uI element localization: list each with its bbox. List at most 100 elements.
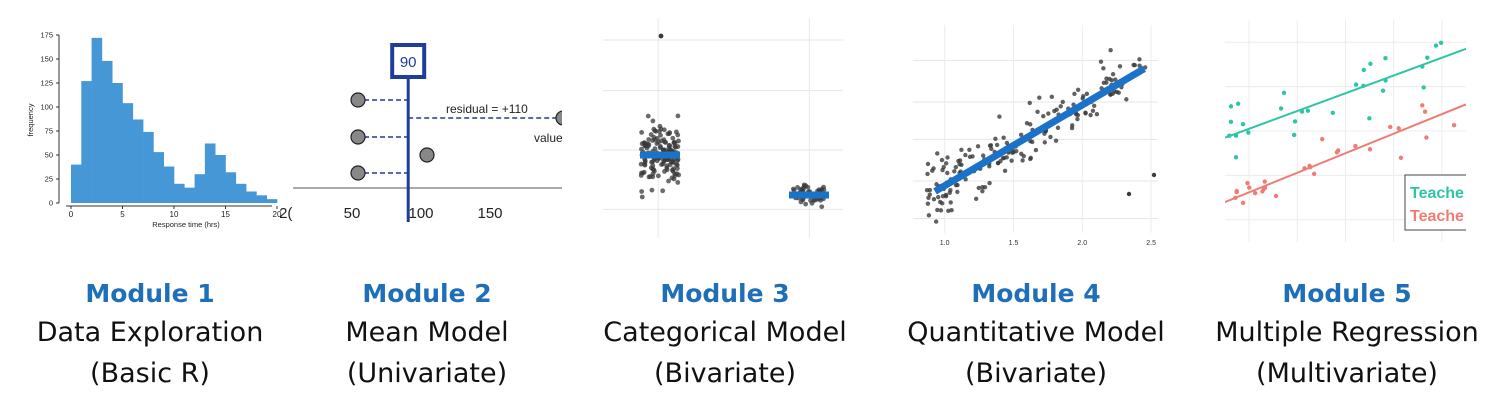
data-point (809, 200, 815, 206)
data-point (642, 162, 648, 168)
module-subtitle: (Univariate) (346, 358, 508, 389)
x-tick-label: 0 (69, 210, 74, 219)
data-point (674, 162, 680, 168)
histogram-bar (235, 183, 247, 203)
data-point (1000, 156, 1006, 161)
x-tick-label: 15 (221, 210, 230, 219)
module-label: Module 5 (1282, 279, 1412, 308)
x-tick-label: 2( (280, 205, 292, 222)
data-point (1018, 132, 1024, 137)
y-tick-label: 175 (40, 31, 53, 40)
data-point (652, 128, 658, 134)
data-point (646, 137, 652, 142)
x-tick-label: 10 (170, 210, 179, 219)
data-point (1030, 139, 1035, 145)
data-point (1438, 40, 1444, 46)
data-point (963, 177, 968, 182)
data-point (658, 33, 664, 39)
data-point (1425, 55, 1430, 60)
data-point (955, 189, 960, 195)
histogram-bar (91, 37, 103, 203)
data-point (658, 132, 663, 138)
data-point (1104, 80, 1109, 85)
x-tick-label: 2.5 (1146, 240, 1156, 247)
data-point (957, 158, 963, 163)
data-point (1088, 112, 1093, 118)
histogram-bar (81, 81, 92, 203)
data-point (987, 180, 992, 186)
y-tick-label: 150 (40, 55, 53, 64)
y-tick-label: 125 (40, 79, 53, 88)
data-point (1042, 131, 1047, 136)
x-tick-label: 1.0 (940, 240, 950, 247)
mean-box (390, 43, 427, 79)
data-point (1247, 185, 1252, 190)
histogram-bar (101, 60, 113, 203)
data-point (648, 132, 654, 137)
data-point (1108, 92, 1113, 97)
x-tick-label: 150 (477, 205, 502, 222)
data-point (926, 195, 931, 200)
data-point (1037, 95, 1042, 100)
data-point (658, 138, 664, 144)
data-point (1388, 124, 1393, 130)
data-point (1305, 108, 1311, 113)
x-tick-label: 5 (120, 210, 125, 219)
data-point (1424, 135, 1429, 140)
data-point (940, 167, 945, 173)
data-point (1228, 104, 1234, 109)
residual-annotation: residual = +110 (446, 102, 528, 116)
data-point (1046, 111, 1051, 116)
data-point (1368, 61, 1373, 66)
histogram-bar (112, 83, 123, 203)
data-point (1361, 67, 1366, 73)
data-point (350, 92, 366, 108)
data-point (1126, 191, 1132, 197)
data-point (667, 130, 673, 135)
data-point (1020, 158, 1025, 163)
categorical-model-chart (603, 18, 843, 238)
histogram-figure: 0 25 50 75 100 125 150 175 0 5 10 15 20 Response time… (0, 0, 300, 270)
caption-module-1: Module 1 Data Exploration (Basic R) (0, 276, 300, 394)
mean-model-figure: 50 100 150 2(90 residual = +110 value (280, 0, 562, 270)
data-point (650, 118, 656, 124)
module-title: Multiple Regression (1215, 317, 1479, 348)
data-point (1113, 77, 1118, 82)
data-point (952, 169, 957, 174)
data-point (1091, 103, 1097, 108)
y-tick-label: 75 (45, 127, 53, 136)
data-point (1367, 147, 1373, 152)
x-tick-label: 100 (408, 205, 433, 222)
data-point (1114, 89, 1120, 95)
data-point (1117, 64, 1123, 69)
histogram-bar (132, 119, 144, 203)
data-point (1353, 82, 1359, 87)
data-point (980, 184, 985, 190)
data-point (672, 144, 678, 149)
data-point (640, 170, 646, 176)
histogram-chart: 0 25 50 75 100 125 150 175 0 5 10 15 20 Response time… (26, 31, 282, 230)
histogram-bar (225, 172, 237, 203)
data-point (649, 159, 654, 165)
data-point (1291, 132, 1297, 138)
data-point (1273, 193, 1279, 199)
data-point (1108, 48, 1113, 53)
data-point (654, 141, 660, 147)
data-point (675, 113, 681, 119)
data-point (671, 176, 677, 182)
data-point (1422, 109, 1428, 114)
value-annotation: value (534, 131, 562, 145)
data-point (1110, 71, 1116, 77)
x-tick-label: 2.0 (1077, 240, 1087, 247)
data-point (1398, 155, 1404, 160)
legend-label-salmon: Teache (1410, 208, 1464, 225)
data-point (1420, 103, 1425, 108)
data-point (987, 164, 992, 169)
mean-label: 90 (400, 54, 417, 71)
data-point (947, 190, 952, 196)
data-point (1053, 138, 1059, 143)
data-point (1055, 125, 1061, 130)
caption-module-5: Module 5 Multiple Regression (Multivaria… (1197, 276, 1497, 394)
data-point (641, 140, 647, 146)
data-point (670, 168, 676, 174)
